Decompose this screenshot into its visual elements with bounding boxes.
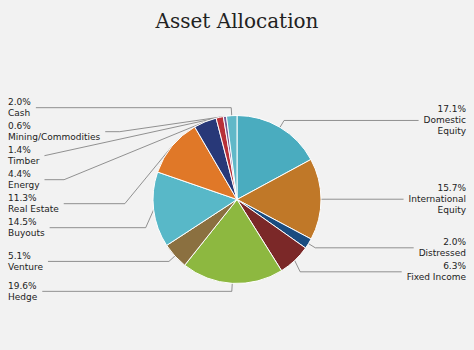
svg-text:4.4%: 4.4% (8, 169, 31, 179)
svg-text:2.0%: 2.0% (443, 237, 466, 247)
svg-text:0.6%: 0.6% (8, 121, 31, 131)
svg-text:Timber: Timber (7, 156, 40, 166)
svg-text:14.5%: 14.5% (8, 217, 37, 227)
svg-text:Distressed: Distressed (419, 248, 466, 258)
svg-text:Equity: Equity (438, 126, 467, 136)
svg-text:Venture: Venture (8, 262, 43, 272)
svg-text:Energy: Energy (8, 180, 40, 190)
svg-text:Equity: Equity (438, 205, 467, 215)
svg-text:International: International (409, 194, 466, 204)
svg-text:2.0%: 2.0% (8, 97, 31, 107)
svg-text:17.1%: 17.1% (437, 104, 466, 114)
svg-text:1.4%: 1.4% (8, 145, 31, 155)
svg-text:Domestic: Domestic (424, 115, 466, 125)
svg-text:15.7%: 15.7% (437, 183, 466, 193)
svg-text:Buyouts: Buyouts (8, 228, 45, 238)
svg-text:6.3%: 6.3% (443, 261, 466, 271)
svg-text:Hedge: Hedge (8, 292, 38, 302)
svg-text:19.6%: 19.6% (8, 281, 37, 291)
svg-text:5.1%: 5.1% (8, 251, 31, 261)
svg-text:Real Estate: Real Estate (8, 204, 59, 214)
svg-text:Mining/Commodities: Mining/Commodities (8, 132, 101, 142)
svg-text:Asset Allocation: Asset Allocation (155, 9, 319, 33)
svg-text:Fixed Income: Fixed Income (407, 272, 467, 282)
svg-text:Cash: Cash (8, 108, 30, 118)
svg-text:11.3%: 11.3% (8, 193, 37, 203)
